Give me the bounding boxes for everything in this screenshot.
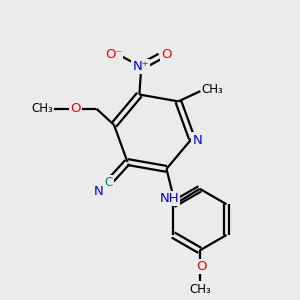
Text: C: C: [104, 176, 112, 189]
Text: CH₃: CH₃: [31, 102, 53, 115]
Text: N: N: [192, 134, 202, 146]
Text: N: N: [94, 185, 104, 198]
Text: NH: NH: [160, 192, 179, 205]
Text: O: O: [70, 102, 80, 115]
Text: CH₃: CH₃: [202, 83, 224, 96]
Text: O⁻: O⁻: [105, 48, 122, 61]
Text: N⁺: N⁺: [133, 60, 149, 73]
Text: O: O: [196, 260, 206, 273]
Text: O: O: [161, 48, 172, 61]
Text: CH₃: CH₃: [189, 283, 211, 296]
